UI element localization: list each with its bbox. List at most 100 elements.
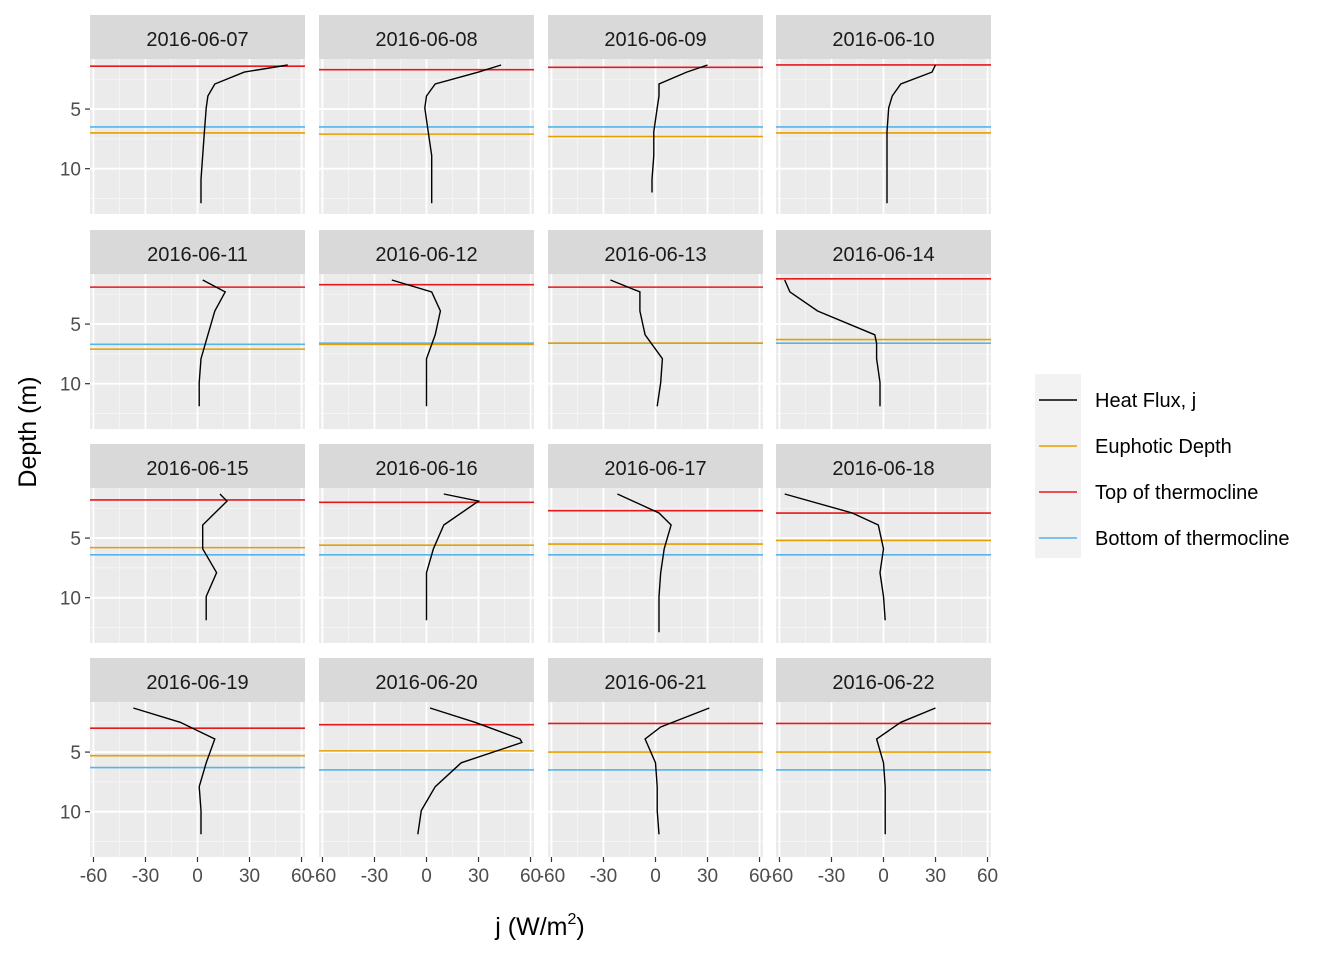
facet-strip-label: 2016-06-16 bbox=[375, 458, 477, 480]
facet-2016-06-10: 2016-06-10 bbox=[776, 15, 991, 214]
facet-strip bbox=[776, 658, 991, 702]
heat-flux-line bbox=[651, 64, 708, 193]
facet-2016-06-22: 2016-06-22 bbox=[776, 658, 991, 857]
facet-strip-label: 2016-06-17 bbox=[604, 458, 706, 480]
heat-flux-line bbox=[417, 707, 523, 835]
facet-2016-06-20: 2016-06-20 bbox=[319, 658, 534, 857]
x-tick-label: -30 bbox=[818, 866, 845, 887]
x-tick-label: 60 bbox=[520, 866, 541, 887]
facet-strip-label: 2016-06-14 bbox=[832, 244, 934, 266]
facet-2016-06-13: 2016-06-13 bbox=[548, 230, 763, 429]
legend-label-heat_flux: Heat Flux, j bbox=[1095, 390, 1196, 412]
facet-panels: 2016-06-07 2016-06-08 2016-06-09 2016-06-10… bbox=[90, 15, 991, 857]
legend: Heat Flux, j Euphotic Depth Top of thermoc… bbox=[1035, 374, 1290, 558]
facet-strip-label: 2016-06-09 bbox=[604, 29, 706, 51]
x-tick-label: 30 bbox=[239, 866, 260, 887]
facet-strip bbox=[776, 15, 991, 59]
facet-strip bbox=[319, 15, 534, 59]
x-axis-title-base: j (W/m bbox=[494, 913, 567, 941]
facet-2016-06-17: 2016-06-17 bbox=[548, 444, 763, 643]
legend-label-bottom: Bottom of thermocline bbox=[1095, 528, 1290, 550]
legend-label-top: Top of thermocline bbox=[1095, 482, 1258, 504]
heat-flux-line bbox=[200, 64, 288, 204]
facet-strip bbox=[548, 230, 763, 274]
heat-flux-line bbox=[201, 493, 228, 621]
x-tick-label: 60 bbox=[977, 866, 998, 887]
facet-strip-label: 2016-06-15 bbox=[146, 458, 248, 480]
heat-flux-line bbox=[424, 64, 502, 204]
x-axis-title-superscript: 2 bbox=[567, 911, 576, 928]
heat-flux-line bbox=[875, 707, 936, 835]
y-tick-label: 5 bbox=[70, 529, 81, 550]
x-tick-label: 0 bbox=[421, 866, 432, 887]
facet-strip bbox=[90, 230, 305, 274]
heat-flux-line bbox=[617, 493, 672, 633]
facet-2016-06-19: 2016-06-19 bbox=[90, 658, 305, 857]
facet-strip bbox=[319, 444, 534, 488]
facet-strip-label: 2016-06-08 bbox=[375, 29, 477, 51]
y-tick-label: 5 bbox=[70, 743, 81, 764]
facet-strip-label: 2016-06-11 bbox=[147, 244, 248, 266]
facet-strip bbox=[90, 15, 305, 59]
x-tick-label: 30 bbox=[697, 866, 718, 887]
facet-strip-label: 2016-06-20 bbox=[375, 672, 477, 694]
facet-2016-06-15: 2016-06-15 bbox=[90, 444, 305, 643]
heat-flux-line bbox=[198, 279, 227, 407]
y-axis-title: Depth (m) bbox=[14, 376, 42, 487]
y-tick-label: 5 bbox=[70, 315, 81, 336]
x-tick-label: -60 bbox=[80, 866, 107, 887]
x-tick-label: -60 bbox=[766, 866, 793, 887]
x-tick-label: 0 bbox=[878, 866, 889, 887]
x-tick-label: -60 bbox=[309, 866, 336, 887]
facet-2016-06-14: 2016-06-14 bbox=[776, 230, 991, 429]
facet-2016-06-11: 2016-06-11 bbox=[90, 230, 305, 429]
facet-strip bbox=[548, 658, 763, 702]
heat-flux-line bbox=[391, 279, 442, 407]
facet-strip bbox=[548, 444, 763, 488]
heat-flux-line bbox=[784, 493, 886, 621]
heat-flux-line bbox=[784, 279, 881, 407]
x-axis-title: j (W/m2) bbox=[494, 911, 584, 941]
x-tick-label: 30 bbox=[468, 866, 489, 887]
x-tick-label: -30 bbox=[361, 866, 388, 887]
x-tick-label: 0 bbox=[650, 866, 661, 887]
facet-2016-06-07: 2016-06-07 bbox=[90, 15, 305, 214]
facet-strip-label: 2016-06-10 bbox=[832, 29, 934, 51]
facet-2016-06-16: 2016-06-16 bbox=[319, 444, 534, 643]
x-tick-label: 60 bbox=[291, 866, 312, 887]
x-tick-label: 30 bbox=[925, 866, 946, 887]
facet-2016-06-12: 2016-06-12 bbox=[319, 230, 534, 429]
heat-flux-line bbox=[886, 64, 937, 204]
y-tick-label: 5 bbox=[70, 100, 81, 121]
facet-2016-06-09: 2016-06-09 bbox=[548, 15, 763, 214]
facet-strip bbox=[548, 15, 763, 59]
facet-strip bbox=[90, 658, 305, 702]
y-tick-label: 10 bbox=[60, 160, 81, 181]
y-tick-label: 10 bbox=[60, 803, 81, 824]
heat-flux-line bbox=[644, 707, 710, 835]
y-tick-label: 10 bbox=[60, 589, 81, 610]
heat-flux-line bbox=[610, 279, 664, 407]
facet-strip bbox=[90, 444, 305, 488]
y-tick-label: 10 bbox=[60, 375, 81, 396]
facet-2016-06-21: 2016-06-21 bbox=[548, 658, 763, 857]
facet-strip-label: 2016-06-19 bbox=[146, 672, 248, 694]
legend-label-euphotic: Euphotic Depth bbox=[1095, 436, 1232, 458]
facet-strip-label: 2016-06-07 bbox=[146, 29, 248, 51]
x-tick-label: 60 bbox=[749, 866, 770, 887]
x-tick-label: 0 bbox=[192, 866, 203, 887]
facet-2016-06-18: 2016-06-18 bbox=[776, 444, 991, 643]
facet-strip-label: 2016-06-13 bbox=[604, 244, 706, 266]
facet-strip bbox=[319, 658, 534, 702]
facet-strip bbox=[776, 444, 991, 488]
facet-strip bbox=[319, 230, 534, 274]
facet-strip-label: 2016-06-22 bbox=[832, 672, 934, 694]
facet-strip-label: 2016-06-18 bbox=[832, 458, 934, 480]
legend-key-background bbox=[1035, 374, 1081, 558]
x-tick-label: -60 bbox=[538, 866, 565, 887]
heat-flux-line bbox=[133, 707, 216, 835]
facet-strip-label: 2016-06-21 bbox=[604, 672, 706, 694]
x-tick-label: -30 bbox=[132, 866, 159, 887]
x-tick-label: -30 bbox=[590, 866, 617, 887]
